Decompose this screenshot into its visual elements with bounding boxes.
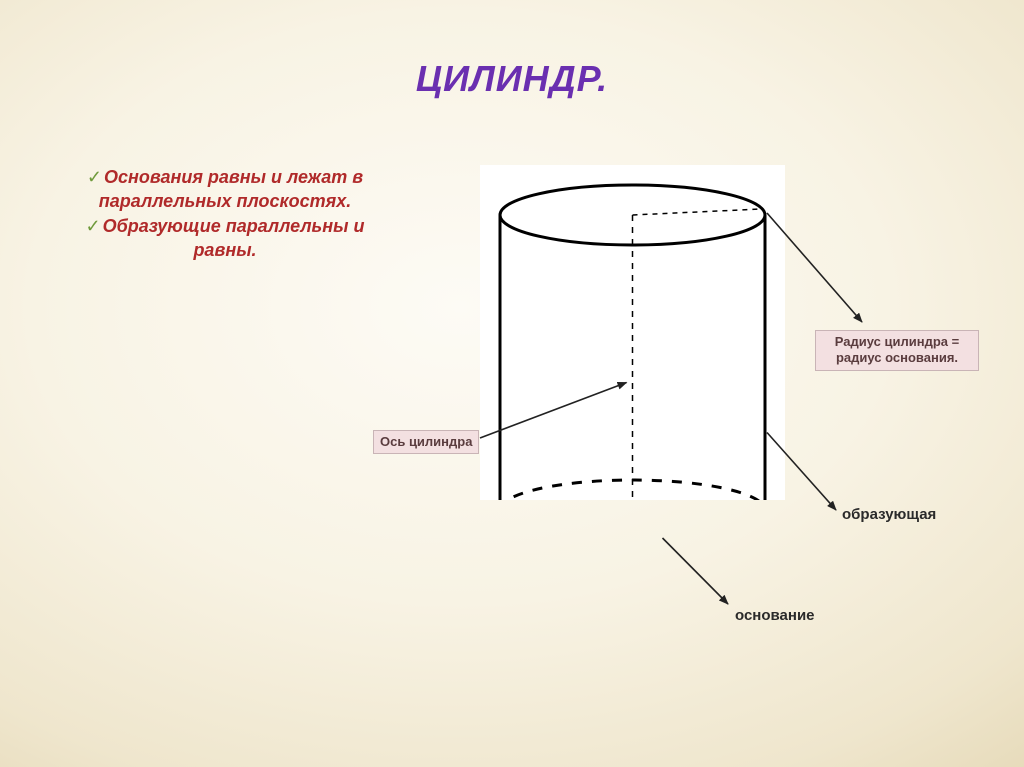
generatrix-label: образующая — [842, 506, 936, 523]
arrows-layer — [0, 0, 1024, 767]
slide: ЦИЛИНДР. ✓Основания равны и лежат в пара… — [0, 0, 1024, 767]
base-label: основание — [735, 607, 815, 624]
radius-label: Радиус цилиндра = радиус основания. — [815, 330, 979, 371]
axis-label: Ось цилиндра — [373, 430, 479, 454]
